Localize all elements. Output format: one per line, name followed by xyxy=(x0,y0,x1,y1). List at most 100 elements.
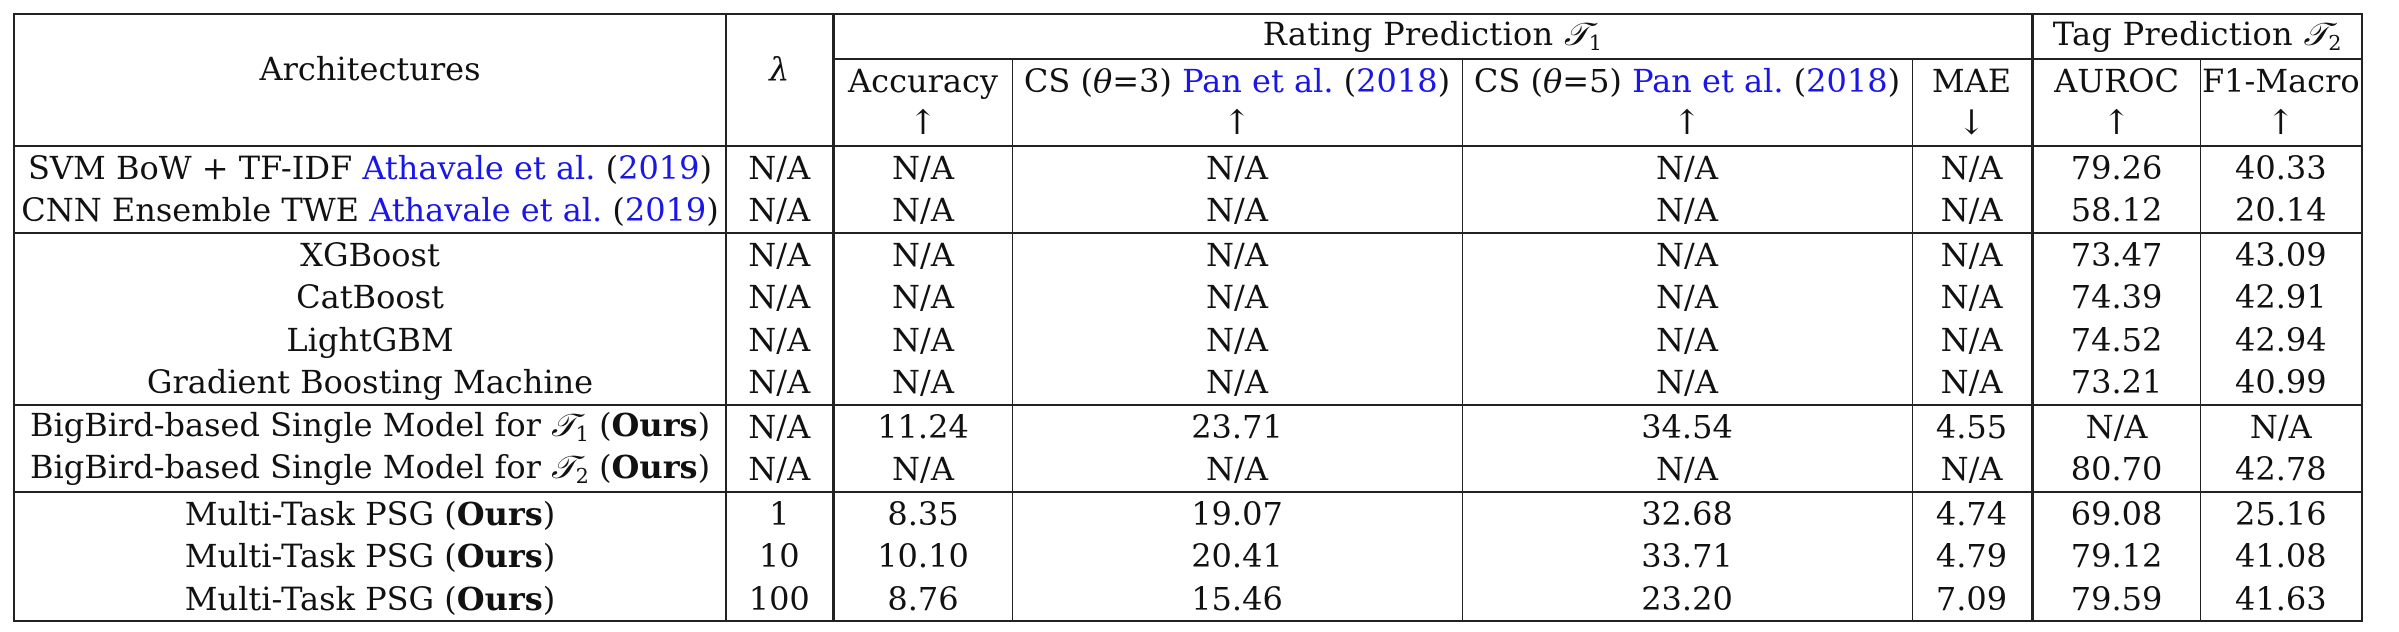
row-f1: 20.14 xyxy=(2199,189,2363,233)
row-f1: 42.91 xyxy=(2199,276,2363,319)
row-auroc: 79.26 xyxy=(2030,144,2201,189)
row-mae: N/A xyxy=(1911,276,2033,319)
row-cs3: N/A xyxy=(1011,144,1462,189)
row-f1: N/A xyxy=(2199,403,2363,448)
citation-athavale-year[interactable]: 2019 xyxy=(618,148,700,187)
row-cs5: N/A xyxy=(1461,318,1912,361)
row-lambda: N/A xyxy=(725,448,833,492)
table-row: BigBird-based Single Model for 𝒯2 (Ours)… xyxy=(14,448,2363,492)
row-auroc: 58.12 xyxy=(2030,189,2201,233)
row-cs5: 34.54 xyxy=(1461,403,1912,448)
auroc-header: AUROC xyxy=(2030,58,2201,102)
row-cs3: 20.41 xyxy=(1011,535,1462,578)
row-cs5: N/A xyxy=(1461,144,1912,189)
accuracy-arrow: ↑ xyxy=(831,102,1012,146)
row-cs5: N/A xyxy=(1461,361,1912,405)
row-auroc: 73.47 xyxy=(2030,231,2201,276)
citation-pan-year[interactable]: 2018 xyxy=(1806,61,1888,100)
row-accuracy: N/A xyxy=(831,276,1012,319)
table-row: Multi-Task PSG (Ours) 1 8.35 19.07 32.68… xyxy=(14,490,2363,535)
citation-pan[interactable]: Pan et al. xyxy=(1182,61,1334,100)
table-row: CNN Ensemble TWE Athavale et al. (2019) … xyxy=(14,189,2363,233)
row-architecture: SVM BoW + TF-IDF Athavale et al. (2019) xyxy=(14,144,726,189)
rating-prediction-header: Rating Prediction 𝒯1 xyxy=(831,14,2033,60)
row-cs5: N/A xyxy=(1461,189,1912,233)
row-mae: N/A xyxy=(1911,361,2033,405)
row-f1: 40.33 xyxy=(2199,144,2363,189)
row-mae: 7.09 xyxy=(1911,577,2033,621)
row-auroc: 69.08 xyxy=(2030,490,2201,535)
table-row: Multi-Task PSG (Ours) 100 8.76 15.46 23.… xyxy=(14,577,2363,621)
row-lambda: N/A xyxy=(725,361,833,405)
cs5-header: CS (θ=5) Pan et al. (2018) xyxy=(1461,58,1912,102)
row-architecture: Gradient Boosting Machine xyxy=(146,363,594,402)
citation-pan[interactable]: Pan et al. xyxy=(1632,61,1784,100)
row-mae: N/A xyxy=(1911,144,2033,189)
row-f1: 42.94 xyxy=(2199,318,2363,361)
row-architecture: Multi-Task PSG (Ours) xyxy=(184,579,556,618)
row-lambda: N/A xyxy=(725,231,833,276)
row-accuracy: N/A xyxy=(831,189,1012,233)
row-mae: 4.79 xyxy=(1911,535,2033,578)
table-row: Gradient Boosting Machine N/A N/A N/A N/… xyxy=(14,361,2363,405)
row-mae: N/A xyxy=(1911,448,2033,492)
row-lambda: N/A xyxy=(725,189,833,233)
row-cs3: N/A xyxy=(1011,448,1462,492)
row-mae: N/A xyxy=(1911,231,2033,276)
row-architecture: Multi-Task PSG (Ours) xyxy=(14,490,726,535)
table-row: Multi-Task PSG (Ours) 10 10.10 20.41 33.… xyxy=(14,535,2363,578)
table-row: SVM BoW + TF-IDF Athavale et al. (2019) … xyxy=(14,144,2363,189)
row-accuracy: N/A xyxy=(831,144,1012,189)
row-architecture: LightGBM xyxy=(286,320,454,359)
header-row-groups: Architectures λ Rating Prediction 𝒯1 Tag… xyxy=(14,14,2363,102)
row-cs5: N/A xyxy=(1461,231,1912,276)
mae-arrow: ↓ xyxy=(1911,102,2033,146)
row-f1: 43.09 xyxy=(2199,231,2363,276)
row-architecture: Multi-Task PSG (Ours) xyxy=(184,537,556,576)
row-cs3: N/A xyxy=(1011,318,1462,361)
accuracy-header: Accuracy xyxy=(831,58,1012,102)
row-mae: N/A xyxy=(1911,189,2033,233)
row-accuracy: 10.10 xyxy=(831,535,1012,578)
row-cs3: N/A xyxy=(1011,231,1462,276)
cs3-arrow: ↑ xyxy=(1011,102,1462,146)
table-row: CatBoost N/A N/A N/A N/A N/A 74.39 42.91 xyxy=(14,276,2363,319)
row-accuracy: 11.24 xyxy=(831,403,1012,448)
row-f1: 41.63 xyxy=(2199,577,2363,621)
row-architecture: BigBird-based Single Model for 𝒯1 (Ours) xyxy=(14,403,726,448)
row-lambda: 10 xyxy=(725,535,833,578)
row-auroc: 79.59 xyxy=(2030,577,2201,621)
table-row: BigBird-based Single Model for 𝒯1 (Ours)… xyxy=(14,403,2363,448)
row-lambda: 100 xyxy=(725,577,833,621)
cs5-arrow: ↑ xyxy=(1461,102,1912,146)
row-architecture: XGBoost xyxy=(14,231,726,276)
citation-athavale[interactable]: Athavale et al. xyxy=(369,191,603,230)
row-cs3: 19.07 xyxy=(1011,490,1462,535)
row-accuracy: N/A xyxy=(831,318,1012,361)
citation-athavale[interactable]: Athavale et al. xyxy=(362,148,596,187)
row-auroc: 79.12 xyxy=(2030,535,2201,578)
row-lambda: N/A xyxy=(725,276,833,319)
row-auroc: 74.39 xyxy=(2030,276,2201,319)
row-cs3: N/A xyxy=(1011,361,1462,405)
row-auroc: 80.70 xyxy=(2030,448,2201,492)
row-accuracy: 8.35 xyxy=(831,490,1012,535)
mae-header: MAE xyxy=(1911,58,2033,102)
cs3-header: CS (θ=3) Pan et al. (2018) xyxy=(1011,58,1462,102)
row-f1: 42.78 xyxy=(2199,448,2363,492)
table-row: XGBoost N/A N/A N/A N/A N/A 73.47 43.09 xyxy=(14,231,2363,276)
f1-arrow: ↑ xyxy=(2199,102,2363,146)
row-auroc: 74.52 xyxy=(2030,318,2201,361)
row-f1: 41.08 xyxy=(2199,535,2363,578)
row-accuracy: N/A xyxy=(831,448,1012,492)
row-cs3: 23.71 xyxy=(1011,403,1462,448)
row-cs5: 23.20 xyxy=(1461,577,1912,621)
row-f1: 40.99 xyxy=(2199,361,2363,405)
row-cs3: N/A xyxy=(1011,276,1462,319)
citation-pan-year[interactable]: 2018 xyxy=(1356,61,1438,100)
row-f1: 25.16 xyxy=(2199,490,2363,535)
f1-header: F1-Macro xyxy=(2199,58,2363,102)
row-cs5: N/A xyxy=(1461,448,1912,492)
row-accuracy: N/A xyxy=(831,231,1012,276)
citation-athavale-year[interactable]: 2019 xyxy=(624,191,707,230)
